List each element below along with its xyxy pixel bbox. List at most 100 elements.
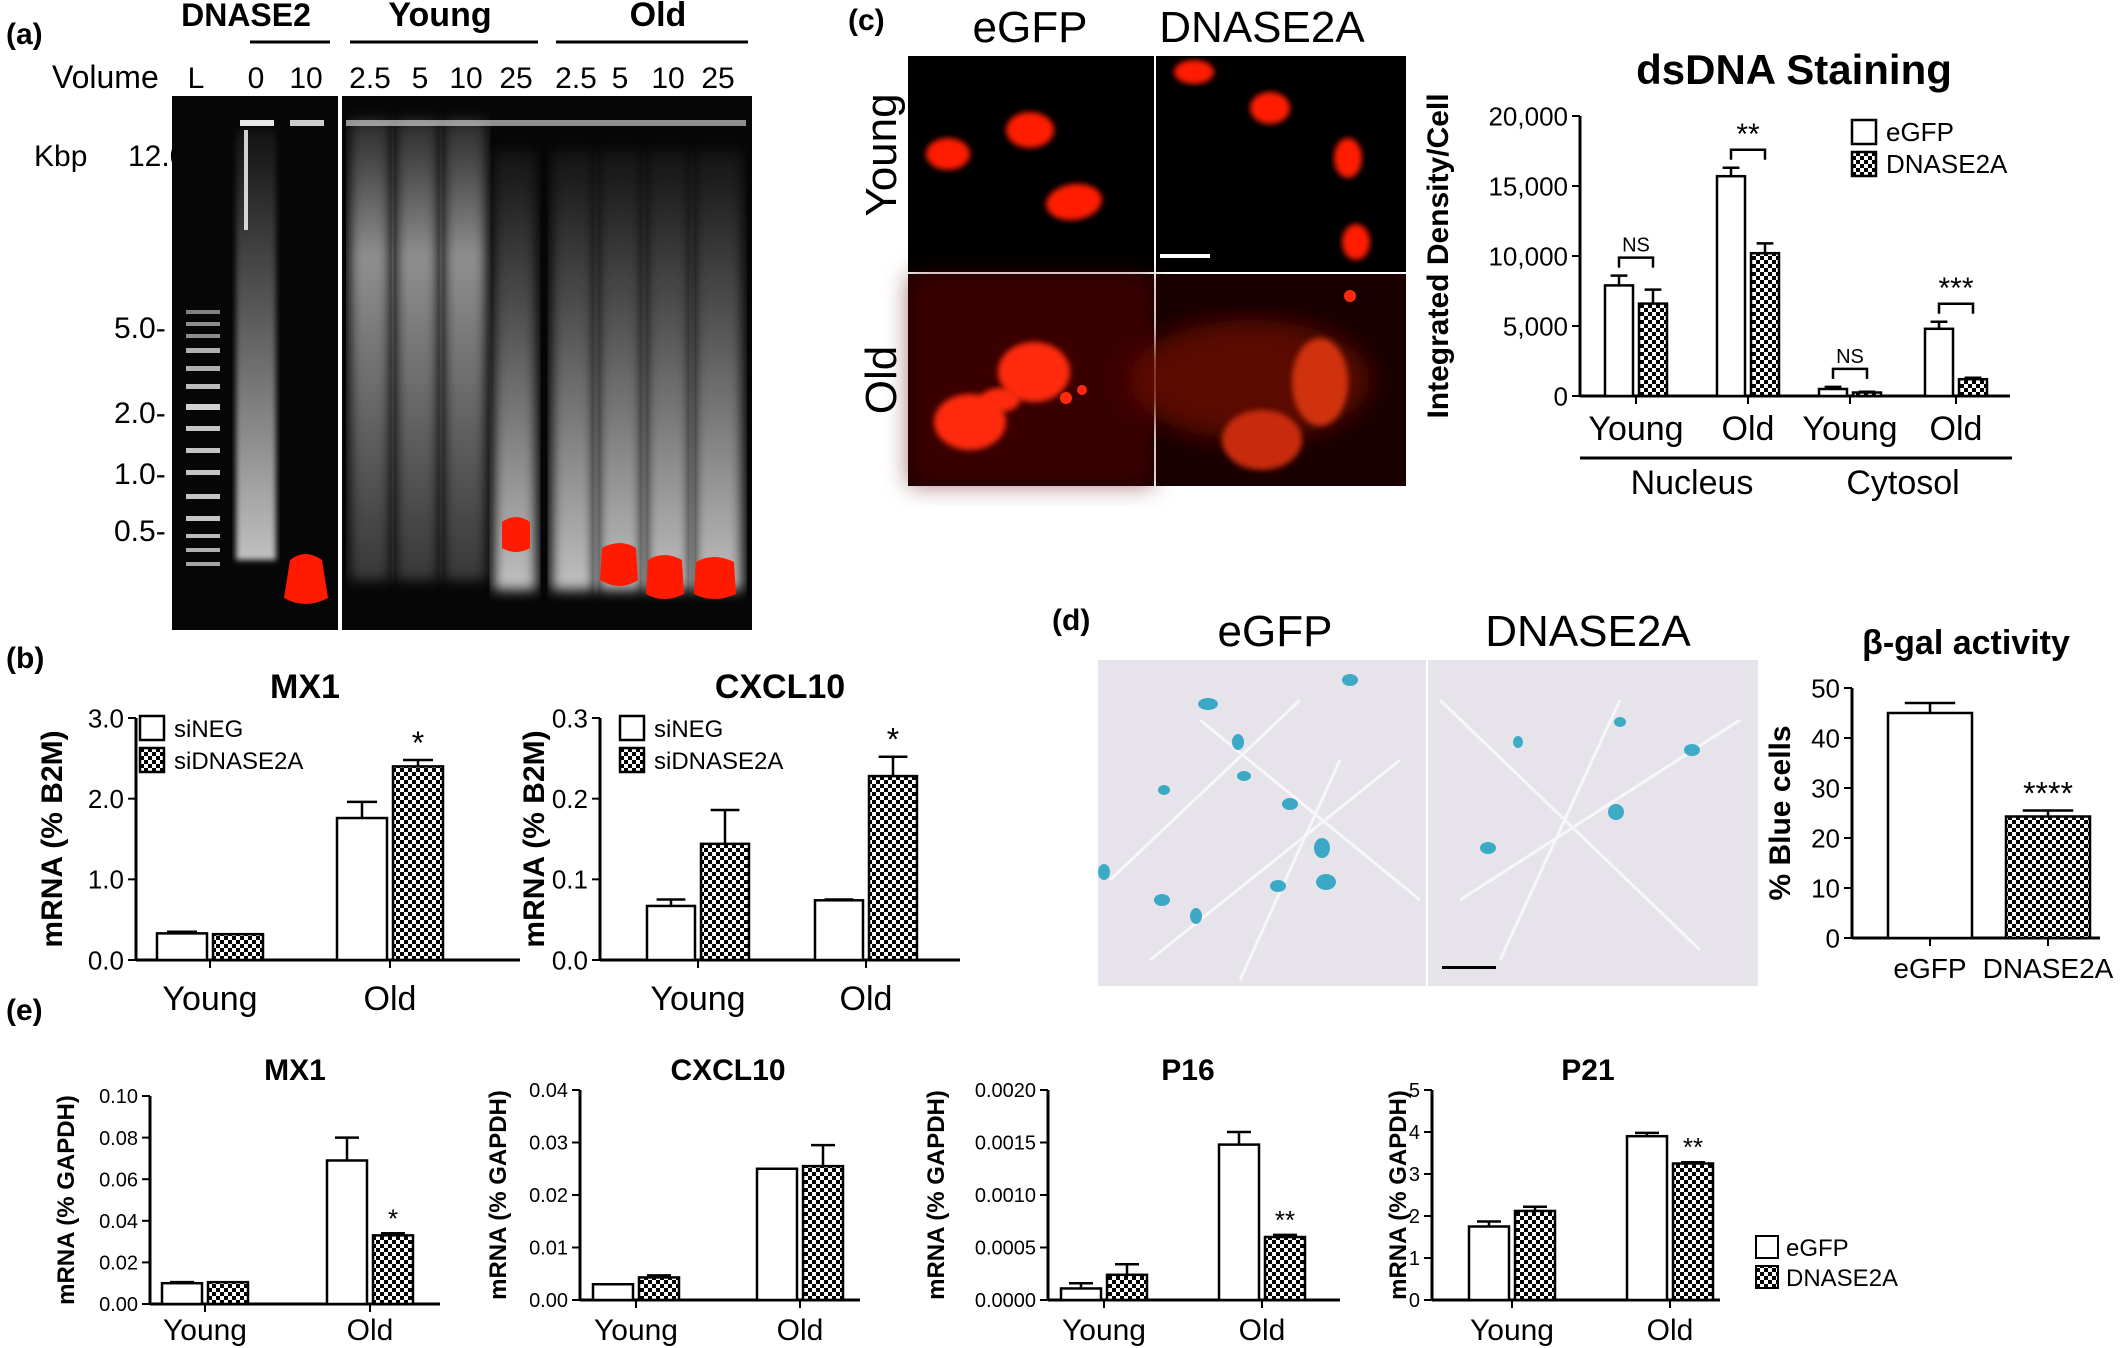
xgal-image-dnase2a — [1428, 660, 1758, 986]
c-row-label-young: Young — [857, 93, 906, 216]
y-tick-label: 30 — [1811, 773, 1840, 803]
significance-label: * — [388, 1203, 398, 1233]
bar-DNASE2A-Old — [371, 1234, 415, 1306]
xgal-image-egfp — [1098, 660, 1426, 986]
legend-label: eGFP — [1886, 117, 1954, 147]
significance-bracket — [1831, 367, 1869, 379]
bar-siDNASE2A-Young — [211, 932, 265, 962]
x-tick-label: Old — [1930, 410, 1983, 448]
chart-title: P16 — [1161, 1054, 1214, 1087]
significance-label: *** — [1938, 272, 1973, 305]
chart-title: dsDNA Staining — [1636, 46, 1952, 93]
y-tick-label: 10,000 — [1488, 241, 1568, 271]
significance-label: * — [887, 722, 899, 758]
panel-label-d: (d) — [1052, 604, 1090, 637]
chart-title: β-gal activity — [1862, 624, 2070, 662]
x-tick-label: Young — [162, 980, 257, 1018]
bar-eGFP-Young — [1467, 1225, 1511, 1302]
bar-eGFP-Young — [1603, 284, 1635, 398]
legend-swatch — [1850, 150, 1878, 178]
y-axis-label: Integrated Density/Cell — [1422, 93, 1455, 418]
y-tick-label: 0.0010 — [975, 1185, 1036, 1207]
bar-DNASE2A-Young — [637, 1276, 681, 1302]
marker-05kb: 0.5- — [114, 515, 166, 548]
chart-title: CXCL10 — [670, 1054, 785, 1087]
c-row-label-old: Old — [857, 346, 906, 414]
micrograph-old-egfp — [908, 274, 1154, 486]
y-tick-label: 0.02 — [99, 1253, 138, 1275]
bar-eGFP-Old — [1625, 1134, 1669, 1302]
y-tick-label: 0.2 — [552, 784, 588, 814]
lane-label-10: 25 — [701, 62, 734, 95]
significance-bracket — [1729, 148, 1767, 160]
bar-eGFP-Young — [591, 1283, 635, 1302]
y-tick-label: 20,000 — [1488, 101, 1568, 131]
lane-label-7: 2.5 — [555, 62, 597, 95]
micrograph-young-egfp — [908, 56, 1154, 272]
x-tick-label: Old — [347, 1314, 394, 1347]
bar-DNASE2A-Young — [206, 1280, 250, 1306]
group-label: Nucleus — [1631, 464, 1754, 502]
bar-siDNASE2A-Young — [699, 842, 751, 962]
scale-bar-c — [1160, 254, 1210, 258]
micrograph-old-dnase2a — [1130, 274, 1406, 486]
legend-swatch — [1850, 118, 1878, 146]
x-tick-label: DNASE2A — [1983, 953, 2114, 984]
lane-label-2: 10 — [289, 62, 322, 95]
x-tick-label: Young — [1470, 1314, 1554, 1347]
significance-bracket — [1617, 256, 1655, 268]
gel-image-left — [172, 96, 338, 630]
y-tick-label: 0.10 — [99, 1086, 138, 1108]
y-axis-label: mRNA (% B2M) — [518, 730, 551, 947]
y-tick-label: 0.0005 — [975, 1238, 1036, 1260]
legend-label: DNASE2A — [1886, 149, 2008, 179]
x-tick-label: Old — [777, 1314, 824, 1347]
bar-eGFP-Old — [325, 1159, 369, 1306]
y-axis-label: mRNA (% GAPDH) — [1385, 1090, 1412, 1300]
x-tick-label: Old — [364, 980, 417, 1018]
significance-label: ** — [1683, 1132, 1703, 1162]
bar-eGFP-Old — [1217, 1143, 1261, 1302]
group-label: Cytosol — [1846, 464, 1959, 502]
y-tick-label: 0.06 — [99, 1169, 138, 1191]
chart-e_p16: P16 mRNA (% GAPDH) 0.0000 0.0005 0.0010 0.001… — [923, 1054, 1340, 1347]
legend-e-label-egfp: eGFP — [1786, 1235, 1849, 1262]
marker-1kb: 1.0- — [114, 458, 166, 491]
y-axis-label: % Blue cells — [1764, 725, 1797, 900]
legend-label: siNEG — [174, 716, 243, 743]
y-tick-label: 1.0 — [88, 865, 124, 895]
scale-bar-d — [1442, 966, 1496, 969]
bar-DNASE2A-Old — [1671, 1162, 1715, 1302]
y-tick-label: 0.03 — [529, 1133, 568, 1155]
bar-DNASE2A-Old — [1263, 1235, 1307, 1302]
y-tick-label: 3 — [1409, 1164, 1420, 1186]
chart-b_cxcl10: CXCL10 mRNA (% B2M)0.0 0.1 0.2 0.3 Young Old * s… — [518, 668, 960, 1018]
marker-5kb: 5.0- — [114, 312, 166, 345]
gel-group-old: Old — [630, 0, 687, 34]
legend-swatch — [138, 746, 166, 774]
chart-title: MX1 — [264, 1054, 326, 1087]
bar-DNASE2A-Young — [1105, 1273, 1149, 1302]
bar-eGFP-Old — [1715, 174, 1747, 398]
lane-label-5: 10 — [449, 62, 482, 95]
y-tick-label: 0.04 — [99, 1211, 138, 1233]
x-tick-label: Old — [1239, 1314, 1286, 1347]
significance-label: NS — [1622, 235, 1650, 257]
bar-DNASE2A-Young — [1637, 302, 1669, 398]
c-col-label-egfp: eGFP — [973, 3, 1088, 52]
y-tick-label: 15,000 — [1488, 171, 1568, 201]
y-tick-label: 0.0015 — [975, 1133, 1036, 1155]
bar-eGFP-Old — [1923, 327, 1955, 398]
bar-eGFP-Young — [160, 1281, 204, 1306]
lane-label-1: 0 — [248, 62, 265, 95]
x-tick-label: Young — [1802, 410, 1897, 448]
y-tick-label: 3.0 — [88, 703, 124, 733]
x-tick-label: Old — [1722, 410, 1775, 448]
y-tick-label: 0.08 — [99, 1128, 138, 1150]
lane-label-9: 10 — [651, 62, 684, 95]
significance-bracket — [1937, 302, 1975, 314]
y-tick-label: 0.01 — [529, 1238, 568, 1260]
chart-title: MX1 — [270, 668, 340, 706]
x-tick-label: Young — [1062, 1314, 1146, 1347]
